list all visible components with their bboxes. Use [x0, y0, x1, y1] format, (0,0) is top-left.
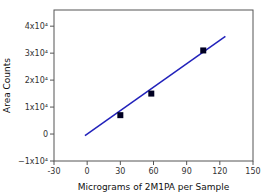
y-tick	[50, 53, 54, 54]
y-tick-label: 3x10⁴	[25, 49, 48, 58]
x-tick	[54, 161, 55, 165]
x-tick	[153, 161, 154, 165]
y-tick-label: −1x10⁴	[18, 157, 48, 166]
plot-data	[85, 36, 225, 135]
data-point	[148, 91, 154, 97]
x-tick-label: 120	[212, 167, 227, 176]
x-tick	[186, 161, 187, 165]
x-tick-label: 30	[115, 167, 125, 176]
y-axis-label: Area Counts	[2, 58, 12, 113]
y-tick	[50, 161, 54, 162]
x-tick-label: -30	[47, 167, 60, 176]
x-tick-label: 60	[148, 167, 158, 176]
y-tick	[50, 134, 54, 135]
x-tick	[219, 161, 220, 165]
x-tick	[120, 161, 121, 165]
y-tick-label: 4x10⁴	[25, 22, 48, 31]
chart: -30 0 30 60 90 120 150 −1x10⁴ 0 1x10⁴ 2x10⁴ 3x10⁴ 4x…	[0, 0, 265, 195]
x-tick-label: 90	[182, 167, 192, 176]
x-tick	[253, 161, 254, 165]
fit-line	[85, 36, 225, 135]
x-tick	[87, 161, 88, 165]
plot-frame	[54, 10, 253, 161]
data-point	[117, 112, 123, 118]
y-tick	[50, 26, 54, 27]
x-tick-label: 0	[85, 167, 90, 176]
data-point	[200, 47, 206, 53]
y-tick	[50, 80, 54, 81]
axes: -30 0 30 60 90 120 150 −1x10⁴ 0 1x10⁴ 2x10⁴ 3x10⁴ 4x…	[18, 22, 261, 176]
y-tick	[50, 107, 54, 108]
x-tick-label: 150	[245, 167, 260, 176]
x-axis-label: Micrograms of 2M1PA per Sample	[78, 182, 230, 192]
y-tick-label: 2x10⁴	[25, 76, 48, 85]
y-tick-label: 1x10⁴	[25, 103, 48, 112]
y-tick-label: 0	[43, 130, 48, 139]
